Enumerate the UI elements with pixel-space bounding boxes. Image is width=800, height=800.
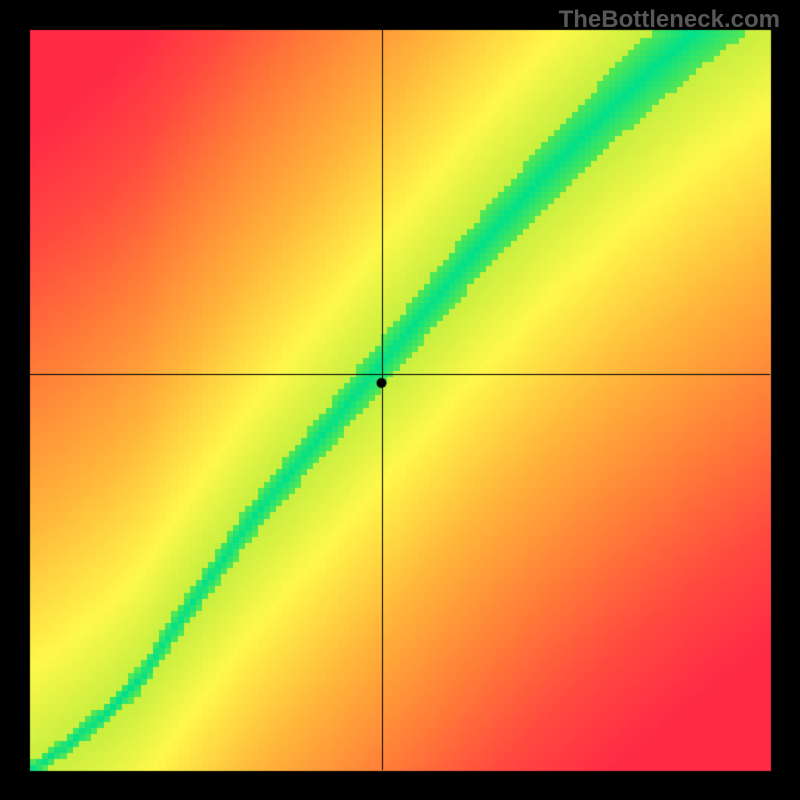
chart-container: TheBottleneck.com xyxy=(0,0,800,800)
bottleneck-heatmap xyxy=(0,0,800,800)
attribution-watermark: TheBottleneck.com xyxy=(559,6,780,34)
